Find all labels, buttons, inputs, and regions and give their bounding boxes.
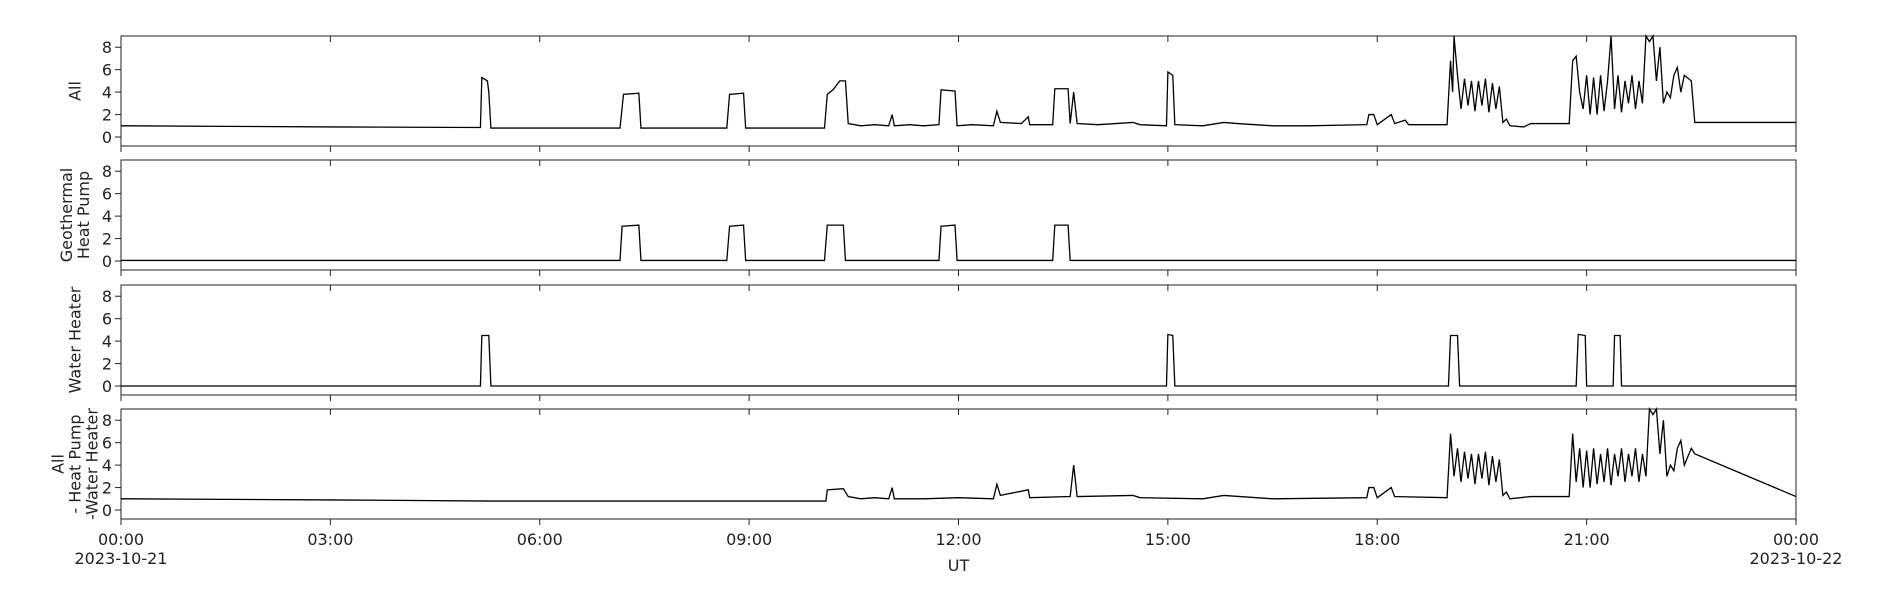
y-tick-label: 8 <box>102 162 112 181</box>
y-tick-label: 4 <box>102 207 112 226</box>
y-tick-label: 8 <box>102 287 112 306</box>
y-tick-label: 6 <box>102 185 112 204</box>
x-tick-label: 21:00 <box>1564 530 1610 549</box>
y-tick-label: 2 <box>102 106 112 125</box>
y-axis-label: Heat Pump <box>74 171 93 259</box>
y-axis-label: Geothermal <box>57 168 76 262</box>
y-tick-label: 0 <box>102 252 112 271</box>
y-tick-label: 4 <box>102 83 112 102</box>
x-axis-label: UT <box>948 556 970 575</box>
y-tick-label: 8 <box>102 38 112 57</box>
x-tick-label: 00:00 <box>98 530 144 549</box>
y-tick-label: 6 <box>102 434 112 453</box>
y-tick-label: 6 <box>102 61 112 80</box>
y-tick-label: 0 <box>102 501 112 520</box>
plot-frame <box>120 159 1797 271</box>
x-tick-date: 2023-10-21 <box>75 549 168 568</box>
x-tick-label: 18:00 <box>1354 530 1400 549</box>
data-line <box>121 224 1796 262</box>
y-tick-label: 2 <box>102 479 112 498</box>
data-line <box>120 406 1797 502</box>
y-axis-label: Water Heater <box>66 286 85 393</box>
y-tick-label: 6 <box>102 310 112 329</box>
data-line <box>121 333 1796 387</box>
y-axis-label: All <box>49 454 68 474</box>
x-tick-label: 12:00 <box>935 530 981 549</box>
x-tick-label: 03:00 <box>307 530 353 549</box>
y-tick-label: 4 <box>102 332 112 351</box>
x-tick-label: 15:00 <box>1145 530 1191 549</box>
y-tick-label: 2 <box>102 230 112 249</box>
plot-frame <box>120 35 1797 147</box>
y-tick-label: 8 <box>102 411 112 430</box>
y-axis-label: - Heat Pump <box>66 414 85 513</box>
x-tick-label: 00:00 <box>1773 530 1819 549</box>
plot-frame <box>120 408 1797 520</box>
y-tick-label: 0 <box>102 377 112 396</box>
y-tick-label: 2 <box>102 355 112 374</box>
y-tick-label: 0 <box>102 128 112 147</box>
x-tick-label: 09:00 <box>726 530 772 549</box>
x-tick-label: 06:00 <box>517 530 563 549</box>
x-tick-date: 2023-10-22 <box>1750 549 1843 568</box>
y-axis-label: -Water Heater <box>83 408 102 520</box>
plot-frame <box>120 284 1797 396</box>
y-tick-label: 4 <box>102 456 112 475</box>
data-line <box>120 33 1796 129</box>
y-axis-label: All <box>66 81 85 101</box>
